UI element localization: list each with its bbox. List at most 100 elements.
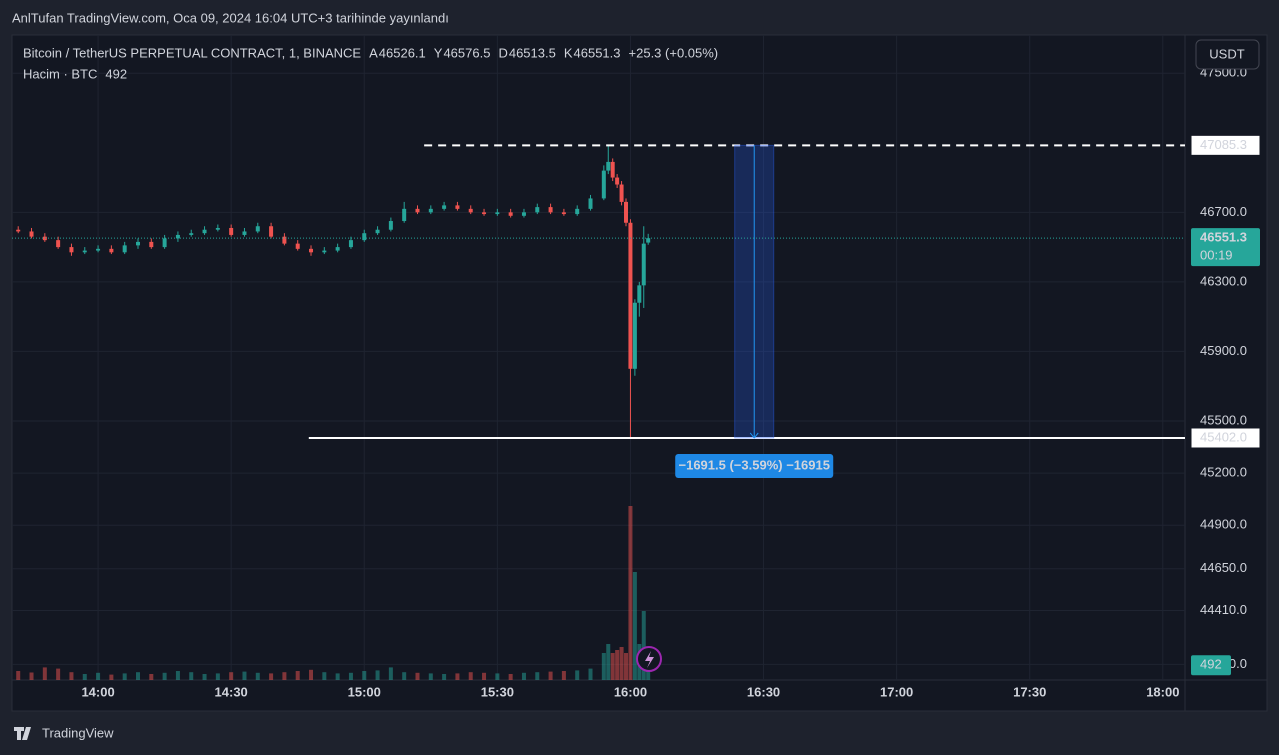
- volume-label-box: [1191, 655, 1231, 676]
- candle-body: [322, 250, 327, 253]
- x-tick-label: 18:00: [1146, 684, 1179, 699]
- volume-bar: [162, 672, 167, 680]
- candle-body: [135, 241, 140, 246]
- candle-body: [535, 207, 540, 213]
- volume-bar: [646, 665, 651, 680]
- candle-body: [521, 212, 526, 216]
- candle-body: [175, 234, 180, 239]
- y-tick-label: 45500.0: [1200, 412, 1247, 427]
- currency-button[interactable]: [1195, 39, 1260, 70]
- candle-body: [309, 248, 314, 253]
- candle-body: [548, 207, 553, 213]
- candle-body: [282, 236, 287, 244]
- candle-body: [619, 184, 624, 202]
- grid: [12, 35, 1185, 680]
- volume-value: 492: [105, 66, 127, 81]
- candle-body: [189, 233, 194, 235]
- volume-bar: [535, 672, 540, 680]
- change-label: +25.3 (+0.05%): [629, 45, 719, 60]
- volume-bar: [495, 673, 500, 680]
- price-label: 46551.3: [1200, 230, 1247, 245]
- volume-bar: [624, 653, 629, 680]
- price-label-box: [1191, 228, 1260, 267]
- volume-bar: [468, 672, 473, 680]
- candle-body: [69, 247, 74, 253]
- level-label: 45402.0: [1200, 429, 1247, 444]
- candle-body: [402, 208, 407, 222]
- y-tick-label: 46300.0: [1200, 273, 1247, 288]
- measure-label: −1691.5 (−3.59%) −16915: [679, 457, 830, 472]
- volume-bar: [255, 672, 260, 680]
- volume-bar: [601, 653, 606, 680]
- candle-body: [162, 238, 167, 248]
- candle-body: [109, 248, 114, 253]
- volume-bar: [56, 668, 61, 680]
- volume-bar: [362, 671, 367, 680]
- candle-body: [335, 247, 340, 251]
- candle-body: [42, 236, 47, 241]
- volume-bar: [269, 673, 274, 680]
- ohlc-value: 46576.5: [443, 45, 490, 60]
- volume-bar: [628, 506, 633, 680]
- volume-bar: [189, 672, 194, 680]
- x-tick-label: 16:30: [747, 684, 780, 699]
- volume-label: 492: [1200, 657, 1222, 672]
- candle-body: [269, 226, 274, 237]
- volume-bar: [149, 674, 154, 680]
- volume-bar: [388, 667, 393, 680]
- overlay: −1691.5 (−3.59%) −16915: [12, 144, 1185, 478]
- alert-bolt: [645, 651, 654, 668]
- publish-note: AnlTufan TradingView.com, Oca 09, 2024 1…: [12, 10, 449, 25]
- candle-body: [215, 227, 220, 230]
- volume-title: Hacim · BTC: [23, 66, 97, 81]
- volume-bar: [242, 671, 247, 680]
- volume-bar: [322, 672, 327, 680]
- ohlc-letter: D: [498, 45, 507, 60]
- level-label: 47085.3: [1200, 137, 1247, 152]
- volume-bar: [455, 673, 460, 680]
- candles: [16, 145, 651, 438]
- candle-body: [637, 285, 642, 303]
- candle-body: [641, 243, 646, 286]
- ohlc-letter: Y: [434, 45, 443, 60]
- candle-body: [242, 231, 247, 235]
- volume-bar: [122, 673, 127, 680]
- candle-body: [362, 233, 367, 241]
- volume-bar: [521, 672, 526, 680]
- volume-bar: [175, 671, 180, 680]
- volume-bar: [508, 674, 513, 680]
- legend-title: Bitcoin / TetherUS PERPETUAL CONTRACT, 1…: [23, 45, 361, 60]
- volume-bar: [588, 668, 593, 680]
- candle-body: [202, 229, 207, 234]
- candle-body: [482, 212, 487, 215]
- candle-body: [606, 161, 611, 171]
- ohlc-letter: K: [564, 45, 573, 60]
- ohlc-letter: A: [369, 45, 378, 60]
- volume-bar: [29, 672, 34, 680]
- x-tick-label: 17:30: [1013, 684, 1046, 699]
- ohlc-value: 46513.5: [509, 45, 556, 60]
- candle-body: [455, 205, 460, 209]
- x-tick-label: 14:00: [81, 684, 114, 699]
- logo-mark: [14, 727, 31, 740]
- candle-body: [610, 161, 615, 178]
- candle-body: [428, 208, 433, 213]
- volume-bar: [610, 653, 615, 680]
- volume-bar: [309, 669, 314, 680]
- y-tick-label: 45200.0: [1200, 465, 1247, 480]
- volume-bar: [442, 674, 447, 680]
- y-tick-label: 45900.0: [1200, 343, 1247, 358]
- volume-bar: [575, 670, 580, 680]
- candle-body: [96, 248, 101, 251]
- candle-body: [646, 238, 651, 243]
- x-tick-label: 15:30: [481, 684, 514, 699]
- candle-body: [615, 177, 620, 185]
- chart-panel: [11, 34, 1268, 712]
- volume-bar: [109, 674, 114, 680]
- volume-bar: [561, 671, 566, 680]
- volume-bar: [282, 672, 287, 680]
- ohlc-value: 46526.1: [379, 45, 426, 60]
- currency-label[interactable]: USDT: [1209, 46, 1244, 61]
- candle-body: [149, 241, 154, 248]
- volume-bar: [69, 672, 74, 680]
